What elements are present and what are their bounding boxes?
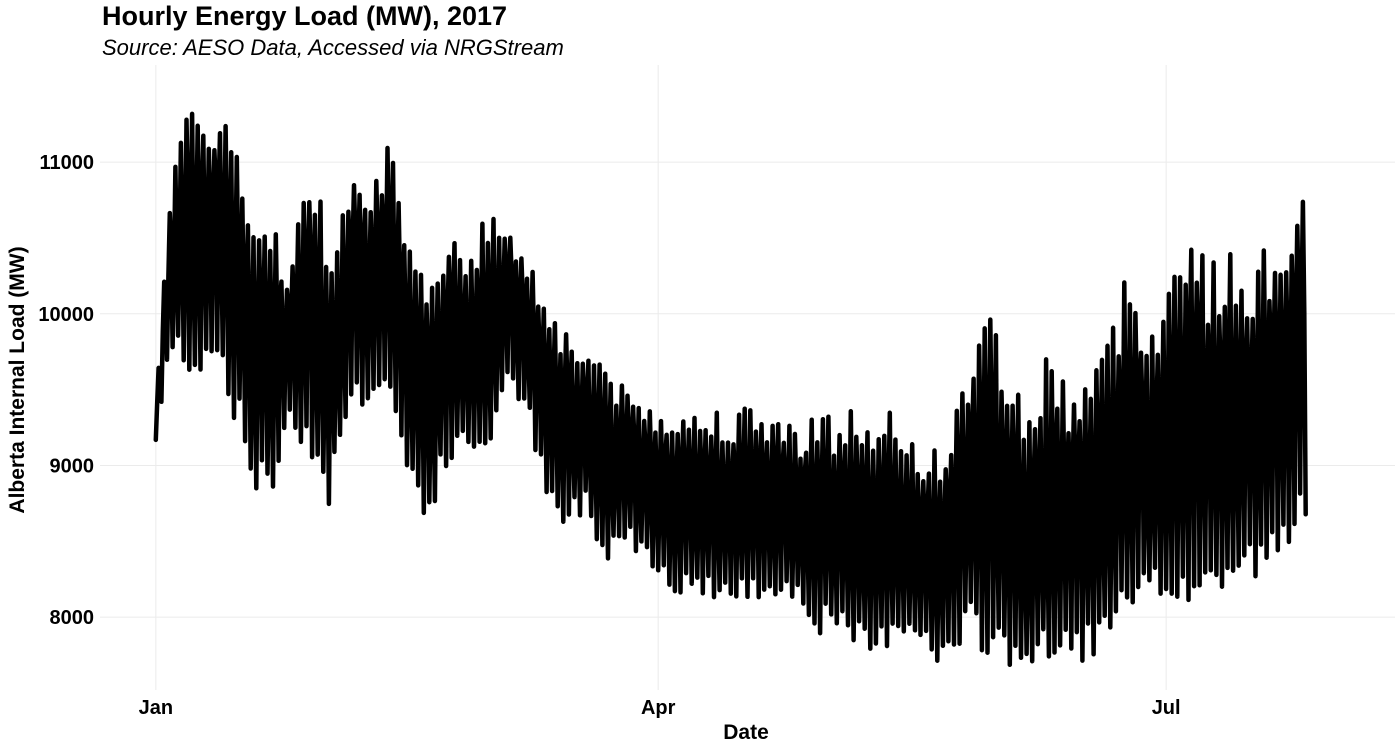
x-tick-label: Apr	[641, 697, 676, 719]
x-axis-title: Date	[723, 721, 769, 744]
chart-subtitle: Source: AESO Data, Accessed via NRGStrea…	[102, 35, 564, 60]
y-tick-label: 11000	[39, 152, 94, 174]
x-tick-label: Jul	[1152, 697, 1181, 719]
y-axis-title: Alberta Internal Load (MW)	[6, 246, 29, 513]
series-line	[153, 111, 1308, 668]
chart-title: Hourly Energy Load (MW), 2017	[102, 1, 508, 31]
x-axis-tick-labels: Jan Apr Jul	[139, 697, 1181, 719]
y-tick-label: 8000	[50, 607, 95, 629]
x-tick-label: Jan	[139, 697, 173, 719]
y-axis-tick-labels: 8000 9000 10000 11000	[38, 152, 94, 629]
y-tick-label: 9000	[50, 455, 95, 477]
y-tick-label: 10000	[38, 304, 94, 326]
hourly-load-line	[153, 111, 1308, 668]
